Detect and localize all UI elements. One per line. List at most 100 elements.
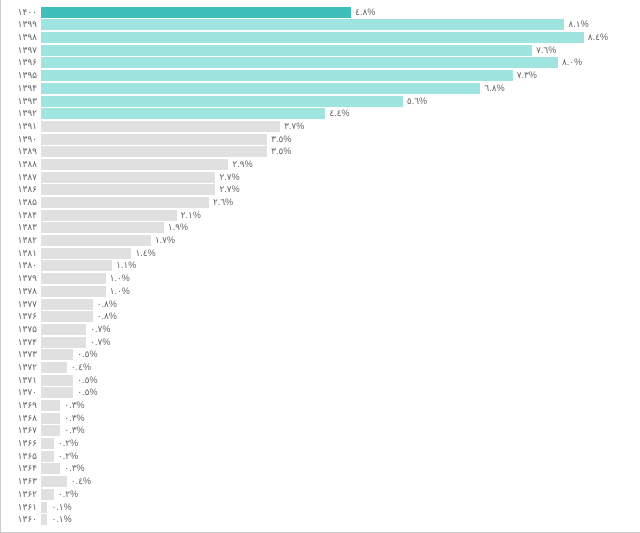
chart-row: ۱۳۹۲ ٤.٤%: [9, 108, 632, 120]
chart-row: ۱۳۶۳٠.٤%: [9, 475, 632, 487]
bar: [41, 184, 215, 195]
value-label: ٠.٤%: [67, 362, 91, 373]
value-label: ٠.١%: [47, 502, 71, 513]
bar: [41, 349, 73, 360]
value-label: ٨.٠%: [558, 57, 582, 68]
year-label: ۱۴۰۰: [9, 7, 41, 18]
year-label: ۱۳۸۱: [9, 248, 41, 259]
year-label: ۱۳۸۸: [9, 159, 41, 170]
year-label: ۱۳۷۱: [9, 375, 41, 386]
chart-row: ۱۳۹۵٧.٣%: [9, 69, 632, 81]
chart-row: ۱۳۷۰٠.٥%: [9, 387, 632, 399]
bar: [41, 159, 228, 170]
bar: [41, 222, 164, 233]
chart-row: ۱۳۶۷٠.٣%: [9, 425, 632, 437]
bar-area: ٠.٨%: [41, 298, 632, 310]
value-label: ٨.١%: [564, 19, 588, 30]
value-label: ٠.٣%: [60, 425, 84, 436]
bar-area: ٢.٧%: [41, 171, 632, 183]
bar: [41, 121, 280, 132]
year-label: ۱۳۸۷: [9, 172, 41, 183]
year-label: ۱۳۶۶: [9, 438, 41, 449]
value-label: ٣.٧%: [280, 121, 304, 132]
bar-area: ١.١%: [41, 260, 632, 272]
bar: [41, 45, 532, 56]
bar-area: ١.٠%: [41, 272, 632, 284]
bar: [41, 375, 73, 386]
bar-area: ٨.٤%: [41, 31, 632, 43]
chart-row: ۱۳۶۶٠.٢%: [9, 437, 632, 449]
year-label: ۱۳۸۲: [9, 235, 41, 246]
value-label: ٣.٥%: [267, 134, 291, 145]
bar: [41, 387, 73, 398]
bar: [41, 273, 106, 284]
chart-row: ۱۳۷۶٠.٨%: [9, 311, 632, 323]
value-label: ١.٠%: [106, 286, 130, 297]
value-label: ٠.٢%: [54, 489, 78, 500]
bar: [41, 260, 112, 271]
value-label: ٢.٩%: [228, 159, 252, 170]
bar-area: ٧.٦%: [41, 44, 632, 56]
bar: [41, 108, 325, 119]
bar-area: ٠.١%: [41, 501, 632, 513]
chart-row: ۱۳۸۴ ٢.١%: [9, 209, 632, 221]
bar-chart: ۱۴۰۰٤.٨%۱۳۹۹٨.١%۱۳۹۸٨.٤%۱۳۹۷٧.٦%۱۳۹۶٨.٠%…: [0, 0, 640, 533]
bar-area: ٠.٧%: [41, 323, 632, 335]
year-label: ۱۳۶۸: [9, 413, 41, 424]
bar-area: ١.٩%: [41, 222, 632, 234]
bar: [41, 70, 513, 81]
chart-row: ۱۳۷۱٠.٥%: [9, 374, 632, 386]
bar-area: ٠.٥%: [41, 387, 632, 399]
bar: [41, 362, 67, 373]
year-label: ۱۳۹۲: [9, 108, 41, 119]
value-label: ١.٠%: [106, 273, 130, 284]
year-label: ۱۳۶۳: [9, 476, 41, 487]
bar: [41, 32, 584, 43]
value-label: ٣.٥%: [267, 146, 291, 157]
bar: [41, 248, 131, 259]
chart-row: ۱۳۷۸١.٠%: [9, 285, 632, 297]
bar: [41, 286, 106, 297]
bar-area: ٨.١%: [41, 19, 632, 31]
chart-row: ۱۳۹۹٨.١%: [9, 19, 632, 31]
value-label: ١.٩%: [164, 222, 188, 233]
value-label: ٥.٦%: [403, 96, 427, 107]
bar: [41, 400, 60, 411]
bar-area: ٠.٢%: [41, 488, 632, 500]
year-label: ۱۳۸۴: [9, 210, 41, 221]
value-label: ١.٧%: [151, 235, 175, 246]
chart-row: ۱۳۸۷٢.٧%: [9, 171, 632, 183]
value-label: ٠.٣%: [60, 463, 84, 474]
value-label: ٢.١%: [177, 210, 201, 221]
chart-row: ۱۳۷۹١.٠%: [9, 272, 632, 284]
chart-row: ۱۳۸۲ ١.٧%: [9, 234, 632, 246]
value-label: ٢.٧%: [215, 184, 239, 195]
bar: [41, 134, 267, 145]
bar-area: ٣.٧%: [41, 120, 632, 132]
bar-area: ٢.٦%: [41, 196, 632, 208]
bar-area: ١.٤%: [41, 247, 632, 259]
value-label: ٤.٤%: [325, 108, 349, 119]
bar-area: ٣.٥%: [41, 133, 632, 145]
bar: [41, 19, 564, 30]
year-label: ۱۳۶۵: [9, 451, 41, 462]
bar-area: ٠.٢%: [41, 437, 632, 449]
chart-row: ۱۳۶۰٠.١%: [9, 514, 632, 526]
chart-row: ۱۳۷۳٠.٥%: [9, 349, 632, 361]
value-label: ٤.٨%: [351, 7, 375, 18]
bar-area: ٠.٣%: [41, 399, 632, 411]
value-label: ٧.٣%: [513, 70, 537, 81]
bar: [41, 96, 403, 107]
value-label: ١.٤%: [131, 248, 155, 259]
value-label: ٠.٧%: [86, 337, 110, 348]
chart-row: ۱۳۶۵٠.٢%: [9, 450, 632, 462]
bar-area: ٦.٨%: [41, 82, 632, 94]
bar-area: ١.٧%: [41, 234, 632, 246]
bar-area: ٤.٨%: [41, 6, 632, 18]
value-label: ١.١%: [112, 260, 136, 271]
year-label: ۱۳۷۲: [9, 362, 41, 373]
year-label: ۱۳۷۴: [9, 337, 41, 348]
year-label: ۱۳۶۰: [9, 514, 41, 525]
chart-row: ۱۳۹۸٨.٤%: [9, 31, 632, 43]
value-label: ٠.٨%: [93, 311, 117, 322]
